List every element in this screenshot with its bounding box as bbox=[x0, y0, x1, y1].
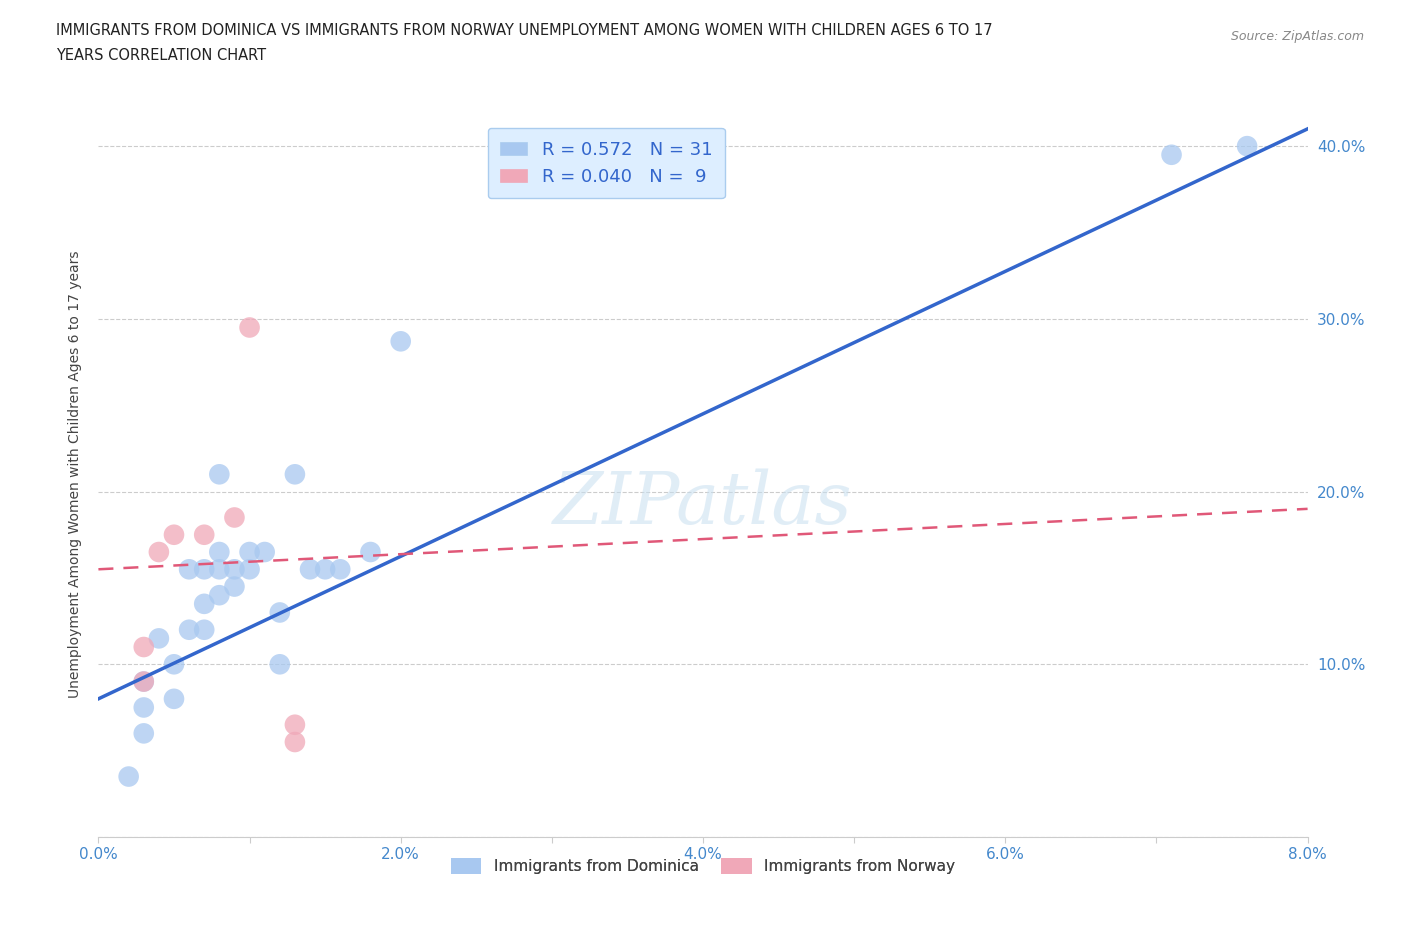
Point bbox=[208, 588, 231, 603]
Point bbox=[239, 320, 262, 335]
Point bbox=[132, 674, 155, 689]
Y-axis label: Unemployment Among Women with Children Ages 6 to 17 years: Unemployment Among Women with Children A… bbox=[67, 250, 82, 698]
Point bbox=[269, 657, 291, 671]
Point bbox=[224, 562, 246, 577]
Point bbox=[193, 562, 215, 577]
Text: YEARS CORRELATION CHART: YEARS CORRELATION CHART bbox=[56, 48, 266, 63]
Point bbox=[132, 700, 155, 715]
Point bbox=[208, 562, 231, 577]
Text: IMMIGRANTS FROM DOMINICA VS IMMIGRANTS FROM NORWAY UNEMPLOYMENT AMONG WOMEN WITH: IMMIGRANTS FROM DOMINICA VS IMMIGRANTS F… bbox=[56, 23, 993, 38]
Point bbox=[224, 510, 246, 525]
Point bbox=[179, 562, 201, 577]
Point bbox=[132, 726, 155, 741]
Point bbox=[329, 562, 352, 577]
Point bbox=[193, 527, 215, 542]
Point bbox=[193, 622, 215, 637]
Point bbox=[132, 674, 155, 689]
Point bbox=[118, 769, 141, 784]
Point bbox=[389, 334, 412, 349]
Point bbox=[179, 622, 201, 637]
Point bbox=[1160, 147, 1182, 162]
Point bbox=[284, 735, 307, 750]
Point bbox=[253, 545, 276, 560]
Point bbox=[163, 657, 186, 671]
Point bbox=[360, 545, 382, 560]
Point bbox=[299, 562, 322, 577]
Text: Source: ZipAtlas.com: Source: ZipAtlas.com bbox=[1230, 30, 1364, 43]
Point bbox=[314, 562, 336, 577]
Point bbox=[163, 691, 186, 706]
Point bbox=[163, 527, 186, 542]
Point bbox=[224, 579, 246, 594]
Point bbox=[148, 631, 170, 645]
Legend: Immigrants from Dominica, Immigrants from Norway: Immigrants from Dominica, Immigrants fro… bbox=[444, 852, 962, 880]
Point bbox=[239, 545, 262, 560]
Point bbox=[239, 562, 262, 577]
Point bbox=[208, 545, 231, 560]
Point bbox=[132, 640, 155, 655]
Point bbox=[208, 467, 231, 482]
Point bbox=[269, 605, 291, 620]
Point bbox=[284, 717, 307, 732]
Text: ZIPatlas: ZIPatlas bbox=[553, 468, 853, 538]
Point bbox=[148, 545, 170, 560]
Point bbox=[284, 467, 307, 482]
Point bbox=[193, 596, 215, 611]
Point bbox=[1236, 139, 1258, 153]
